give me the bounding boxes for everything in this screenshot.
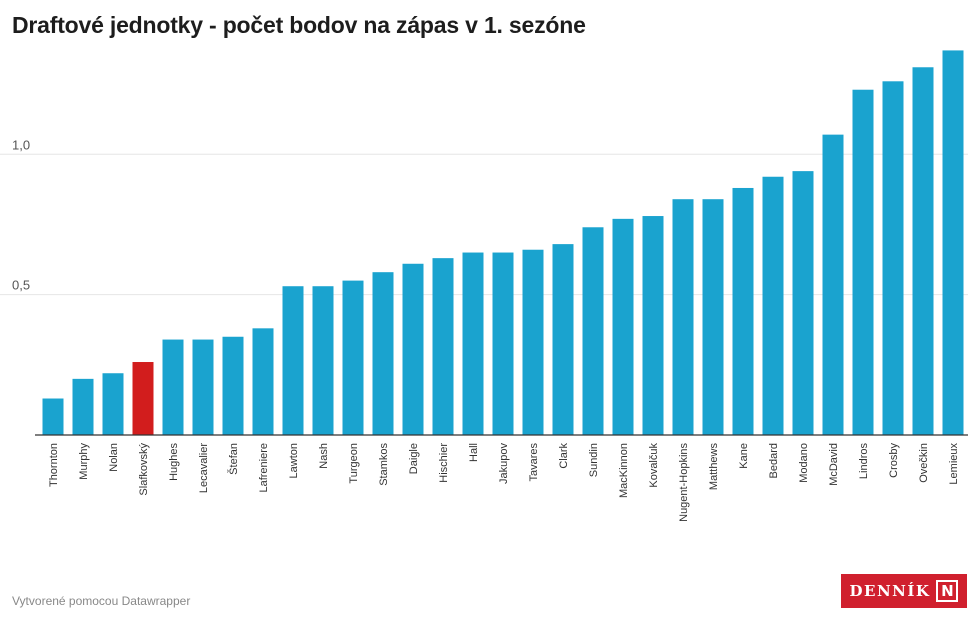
bar-slafkovský (132, 362, 154, 435)
bar-nolan (102, 373, 124, 435)
bar-lindros (852, 89, 874, 435)
bar-štefan (222, 336, 244, 435)
x-tick-label: Lindros (858, 443, 870, 480)
x-tick-label: Murphy (78, 443, 90, 480)
bar-matthews (702, 199, 724, 435)
bar-daigle (402, 263, 424, 435)
dennik-n-logo[interactable]: DENNÍK N (841, 574, 967, 608)
y-tick-label: 1,0 (12, 137, 30, 152)
bar-thornton (42, 398, 64, 435)
x-tick-label: Stamkos (378, 443, 390, 486)
bar-sundin (582, 227, 604, 435)
bar-hischier (432, 258, 454, 435)
x-tick-label: Štefan (227, 443, 240, 475)
bar-mcdavid (822, 134, 844, 435)
x-tick-label: Modano (798, 443, 810, 483)
x-tick-label: Daigle (408, 443, 420, 474)
x-tick-label: Hughes (168, 443, 180, 481)
datawrapper-credit: Vytvorené pomocou Datawrapper (12, 594, 191, 608)
x-tick-label: Sundin (588, 443, 600, 477)
x-tick-label: Turgeon (348, 443, 360, 484)
logo-n-mark: N (936, 580, 959, 602)
bar-ovečkin (912, 67, 934, 435)
x-tick-label: Nugent-Hopkins (678, 443, 690, 522)
x-tick-label: McDavid (828, 443, 840, 486)
bar-murphy (72, 378, 94, 435)
x-tick-label: Clark (558, 443, 570, 469)
bar-nash (312, 286, 334, 435)
x-tick-label: Crosby (888, 443, 900, 478)
x-tick-label: Lawton (288, 443, 300, 478)
bar-chart: 0,5 1,0 Thornton Murphy Nolan Slafkovský Hughe… (0, 50, 968, 522)
x-tick-label: Kovalčuk (648, 443, 660, 488)
bar-kane (732, 187, 754, 435)
bar-tavares (522, 249, 544, 435)
x-tick-label: Kane (738, 443, 750, 469)
x-tick-label: Thornton (48, 443, 60, 487)
bar-kovalčuk (642, 216, 664, 435)
y-tick-label: 0,5 (12, 278, 30, 293)
bar-modano (792, 171, 814, 435)
x-tick-label: Slafkovský (138, 443, 150, 496)
bar-lawton (282, 286, 304, 435)
x-tick-label: Lafreniere (258, 443, 270, 493)
bar-lafreniere (252, 328, 274, 435)
x-tick-label: Hall (468, 443, 480, 462)
x-tick-label: Lemieux (948, 443, 960, 485)
bar-mackinnon (612, 218, 634, 435)
bar-hall (462, 252, 484, 435)
bar-turgeon (342, 280, 364, 435)
bar-bedard (762, 176, 784, 435)
bar-crosby (882, 81, 904, 436)
x-tick-label: Nash (318, 443, 330, 469)
x-tick-label: MacKinnon (618, 443, 630, 498)
x-tick-label: Lecavalier (198, 443, 210, 493)
bar-jakupov (492, 252, 514, 435)
x-tick-label: Nolan (108, 443, 120, 472)
x-tick-label: Bedard (768, 443, 780, 478)
x-tick-label: Jakupov (498, 443, 510, 484)
x-tick-label: Hischier (438, 443, 450, 483)
bar-hughes (162, 339, 184, 435)
x-tick-label: Matthews (708, 443, 720, 491)
logo-text: DENNÍK (849, 582, 931, 600)
bar-clark (552, 244, 574, 435)
x-tick-label: Tavares (528, 443, 540, 482)
bar-nugent-hopkins (672, 199, 694, 435)
chart-title: Draftové jednotky - počet bodov na zápas… (12, 12, 586, 38)
x-tick-label: Ovečkin (918, 443, 930, 483)
bar-lecavalier (192, 339, 214, 435)
bar-lemieux (942, 50, 964, 436)
bar-stamkos (372, 272, 394, 435)
